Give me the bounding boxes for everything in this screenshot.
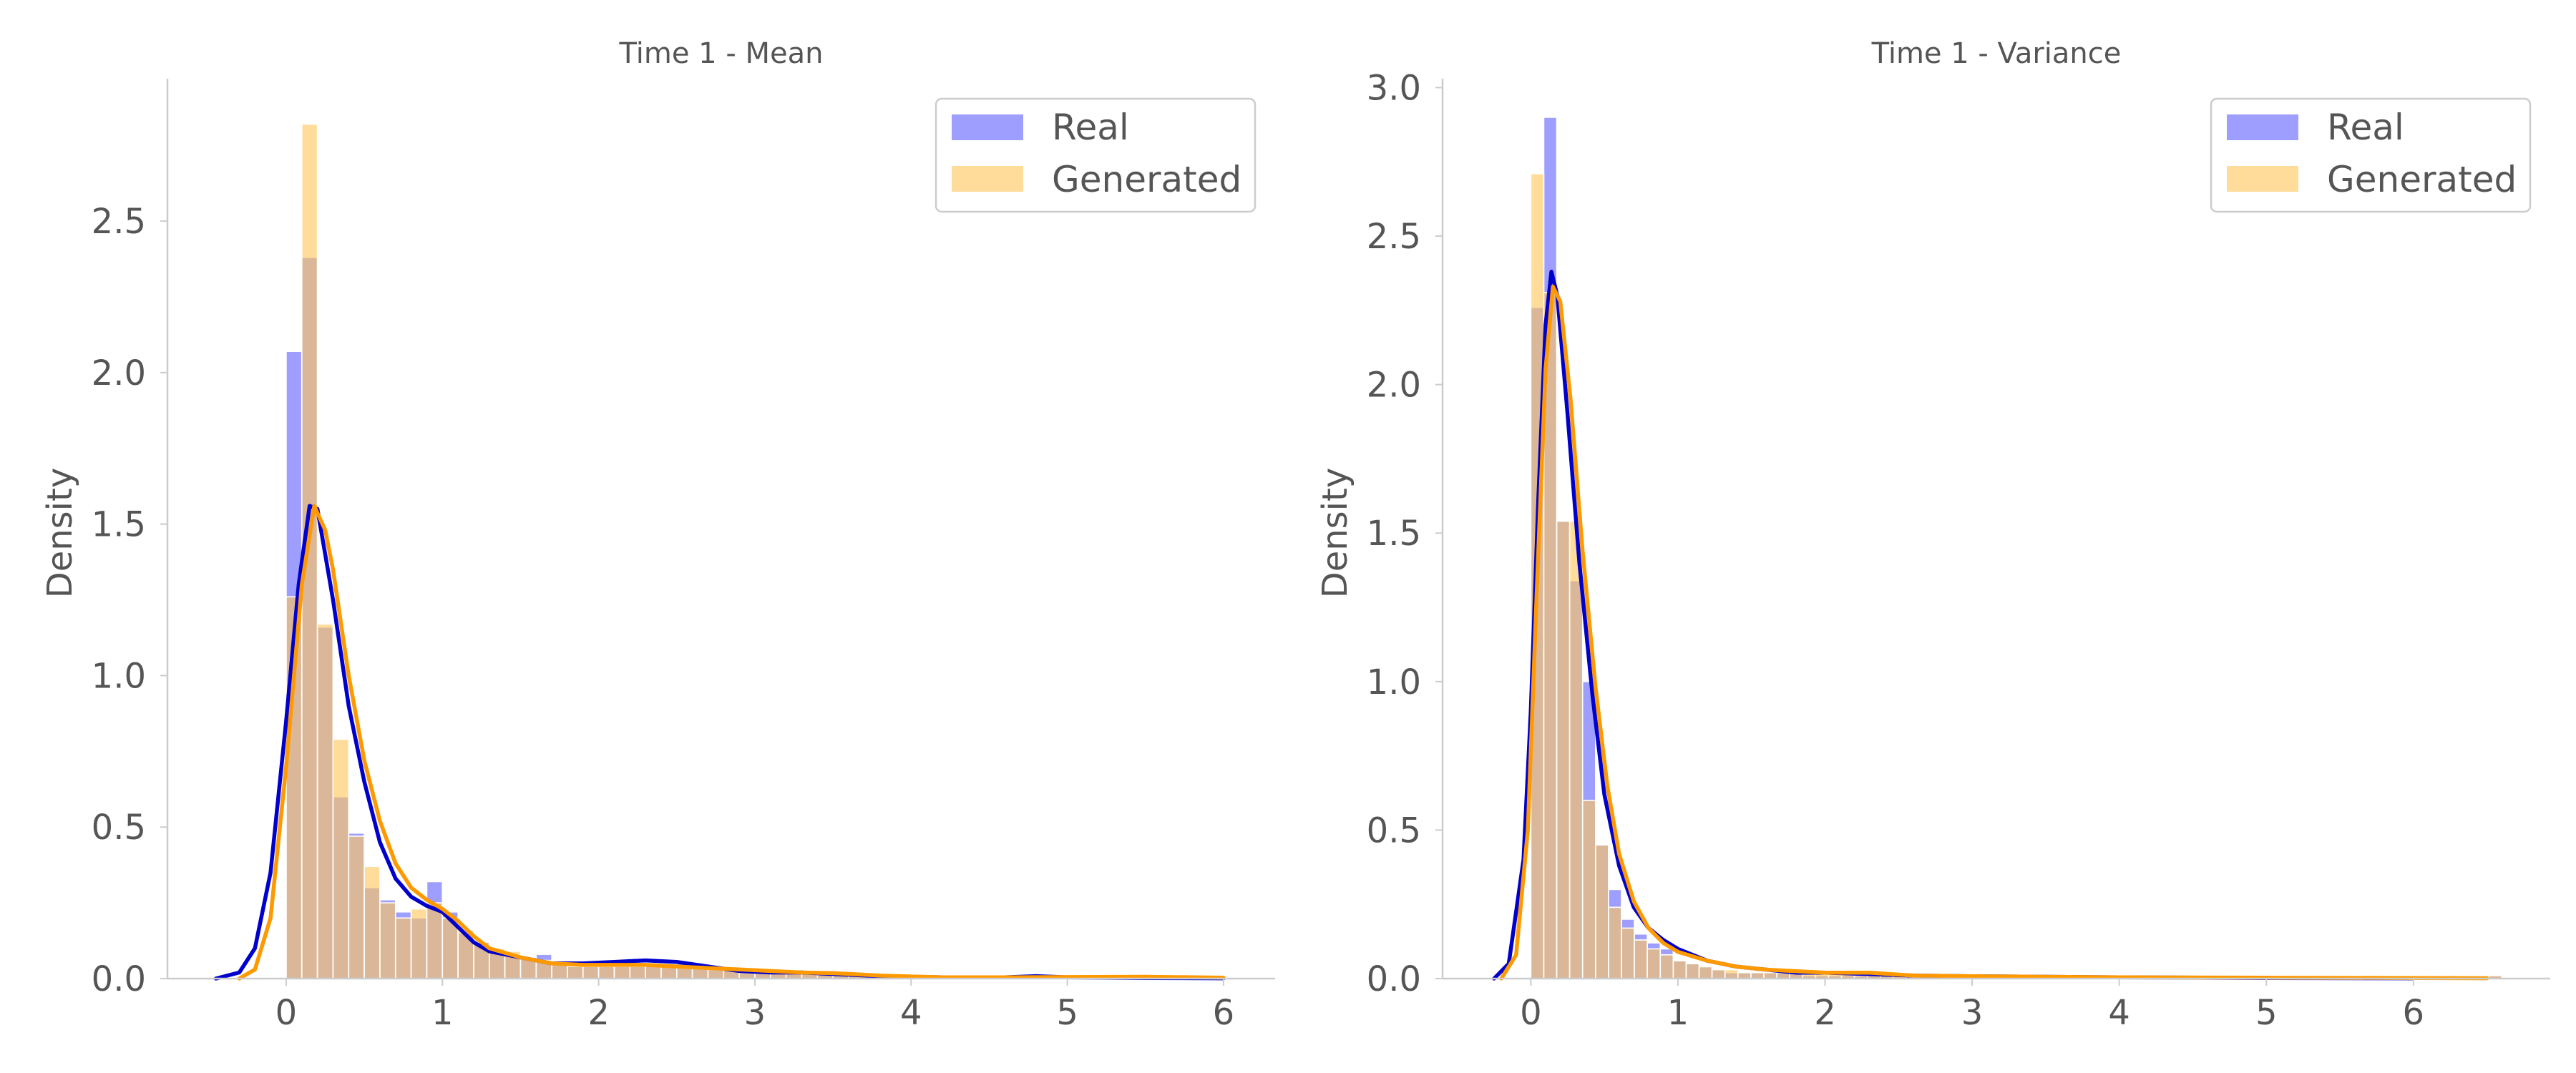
- histogram-bar: [426, 902, 444, 979]
- x-tick-label: 6: [2403, 993, 2425, 1033]
- histogram-bar: [1608, 906, 1622, 979]
- y-tick-label: 2.5: [92, 202, 146, 242]
- histogram-bar: [1685, 963, 1700, 979]
- legend-label-real: Real: [1052, 107, 1129, 148]
- y-tick-label: 2.0: [1367, 366, 1421, 406]
- y-tick-label: 2.0: [92, 353, 146, 393]
- legend-label-real: Real: [2327, 107, 2404, 148]
- y-tick-label: 3.0: [1367, 68, 1421, 108]
- y-tick-label: 0.0: [92, 959, 146, 999]
- y-tick-label: 1.5: [1367, 514, 1421, 554]
- legend-swatch-generated: [952, 166, 1023, 192]
- histogram-bar: [1724, 969, 1739, 979]
- y-tick-label: 0.5: [1367, 810, 1421, 851]
- x-tick-label: 1: [1667, 993, 1689, 1033]
- histogram-bar: [1556, 520, 1571, 979]
- kde-line-generated: [1499, 284, 2489, 981]
- x-tick-label: 5: [2255, 993, 2278, 1033]
- histogram-bar: [582, 966, 600, 979]
- x-tick-label: 2: [587, 993, 610, 1033]
- x-tick-label: 6: [1213, 993, 1235, 1033]
- histogram-bar: [1581, 800, 1596, 979]
- legend-swatch-real: [952, 114, 1023, 140]
- histogram-bar: [316, 623, 334, 979]
- histogram-bar: [597, 966, 615, 979]
- legend: Real Generated: [935, 97, 1257, 213]
- y-tick-label: 1.0: [92, 656, 146, 696]
- plot-area: [213, 123, 1226, 981]
- x-tick-label: 4: [2108, 993, 2130, 1033]
- histogram-bar: [332, 738, 350, 979]
- x-tick-label: 3: [744, 993, 766, 1033]
- x-tick-label: 4: [900, 993, 922, 1033]
- histogram-bar: [1621, 927, 1635, 979]
- kde-line-generated: [237, 504, 1226, 981]
- x-tick-label: 2: [1814, 993, 1836, 1033]
- chart-title: Time 1 - Variance: [1871, 37, 2122, 70]
- histogram-bar: [1659, 954, 1674, 979]
- y-axis-label: Density: [40, 468, 80, 598]
- x-tick-label: 5: [1056, 993, 1078, 1033]
- histogram-bar: [1698, 966, 1713, 979]
- histogram-bar: [613, 966, 631, 979]
- histogram-bar: [379, 902, 396, 979]
- x-tick-label: 0: [275, 993, 298, 1033]
- y-tick-label: 1.0: [1367, 662, 1421, 702]
- y-tick-label: 0.0: [1367, 959, 1421, 999]
- histogram-bar: [1646, 948, 1662, 979]
- histogram-bar: [567, 966, 584, 979]
- y-axis-label: Density: [1315, 468, 1355, 598]
- y-tick-label: 0.5: [92, 808, 146, 848]
- legend-swatch-generated: [2227, 166, 2298, 192]
- histogram-bar: [394, 917, 412, 979]
- x-tick-label: 0: [1520, 993, 1542, 1033]
- histogram-bar: [645, 966, 662, 979]
- legend-swatch-real: [2227, 114, 2298, 140]
- chart-panel-variance: Time 1 - Variance Density Real Generated…: [1315, 37, 2550, 1033]
- histogram-bar: [348, 836, 365, 979]
- histogram-bar: [707, 969, 725, 979]
- histogram-generated: [1530, 173, 2502, 979]
- legend-label-generated: Generated: [2327, 159, 2517, 200]
- histogram-bar: [1672, 960, 1687, 979]
- legend: Real Generated: [2210, 97, 2532, 213]
- chart-panel-mean: Time 1 - Mean Density Real Generated 0 1 2…: [40, 37, 1275, 1033]
- y-tick-label: 1.5: [92, 505, 146, 545]
- histogram-bar: [629, 966, 646, 979]
- histogram-bar: [1634, 939, 1648, 979]
- legend-label-generated: Generated: [1052, 159, 1241, 200]
- chart-title: Time 1 - Mean: [619, 37, 824, 70]
- x-tick-label: 3: [1961, 993, 1984, 1033]
- histogram-bar: [364, 866, 381, 979]
- histogram-bar: [1711, 969, 1726, 979]
- y-tick-label: 2.5: [1367, 217, 1421, 257]
- histogram-bar: [410, 908, 428, 979]
- x-tick-label: 1: [431, 993, 454, 1033]
- histogram-bar: [1595, 844, 1609, 979]
